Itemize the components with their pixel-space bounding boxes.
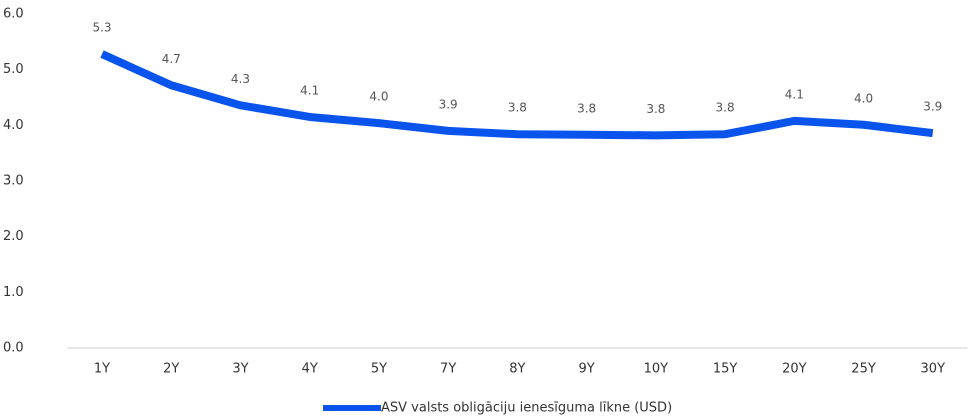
x-tick-label: 2Y xyxy=(163,362,179,377)
data-label: 3.9 xyxy=(439,97,458,111)
data-label: 4.0 xyxy=(369,90,388,104)
data-label: 4.7 xyxy=(162,52,181,66)
y-tick-label: 4.0 xyxy=(3,118,24,133)
data-label: 4.0 xyxy=(854,91,873,105)
legend-label: ASV valsts obligāciju ienesīguma līkne (… xyxy=(381,401,672,416)
y-tick-label: 2.0 xyxy=(3,229,24,244)
data-label: 3.8 xyxy=(646,102,665,116)
data-label: 4.1 xyxy=(300,83,319,97)
y-tick-label: 1.0 xyxy=(3,285,24,300)
data-label: 3.9 xyxy=(923,100,942,114)
x-tick-label: 8Y xyxy=(509,362,525,377)
y-tick-label: 6.0 xyxy=(3,7,24,22)
data-label: 5.3 xyxy=(92,21,111,35)
x-tick-label: 3Y xyxy=(232,362,248,377)
data-label: 3.8 xyxy=(716,101,735,115)
y-tick-label: 5.0 xyxy=(3,62,24,77)
y-tick-label: 0.0 xyxy=(3,341,24,356)
data-label: 4.3 xyxy=(231,72,250,86)
x-tick-label: 7Y xyxy=(440,362,456,377)
x-tick-label: 5Y xyxy=(371,362,387,377)
x-tick-label: 1Y xyxy=(94,362,110,377)
x-tick-label: 4Y xyxy=(302,362,318,377)
data-label: 3.8 xyxy=(577,101,596,115)
x-tick-label: 30Y xyxy=(921,362,946,377)
y-tick-label: 3.0 xyxy=(3,174,24,189)
data-label: 3.8 xyxy=(508,101,527,115)
x-tick-label: 10Y xyxy=(644,362,669,377)
series-line xyxy=(100,50,934,140)
x-tick-label: 25Y xyxy=(851,362,876,377)
x-tick-label: 20Y xyxy=(782,362,807,377)
x-tick-label: 15Y xyxy=(713,362,738,377)
x-tick-label: 9Y xyxy=(579,362,595,377)
data-label: 4.1 xyxy=(785,87,804,101)
